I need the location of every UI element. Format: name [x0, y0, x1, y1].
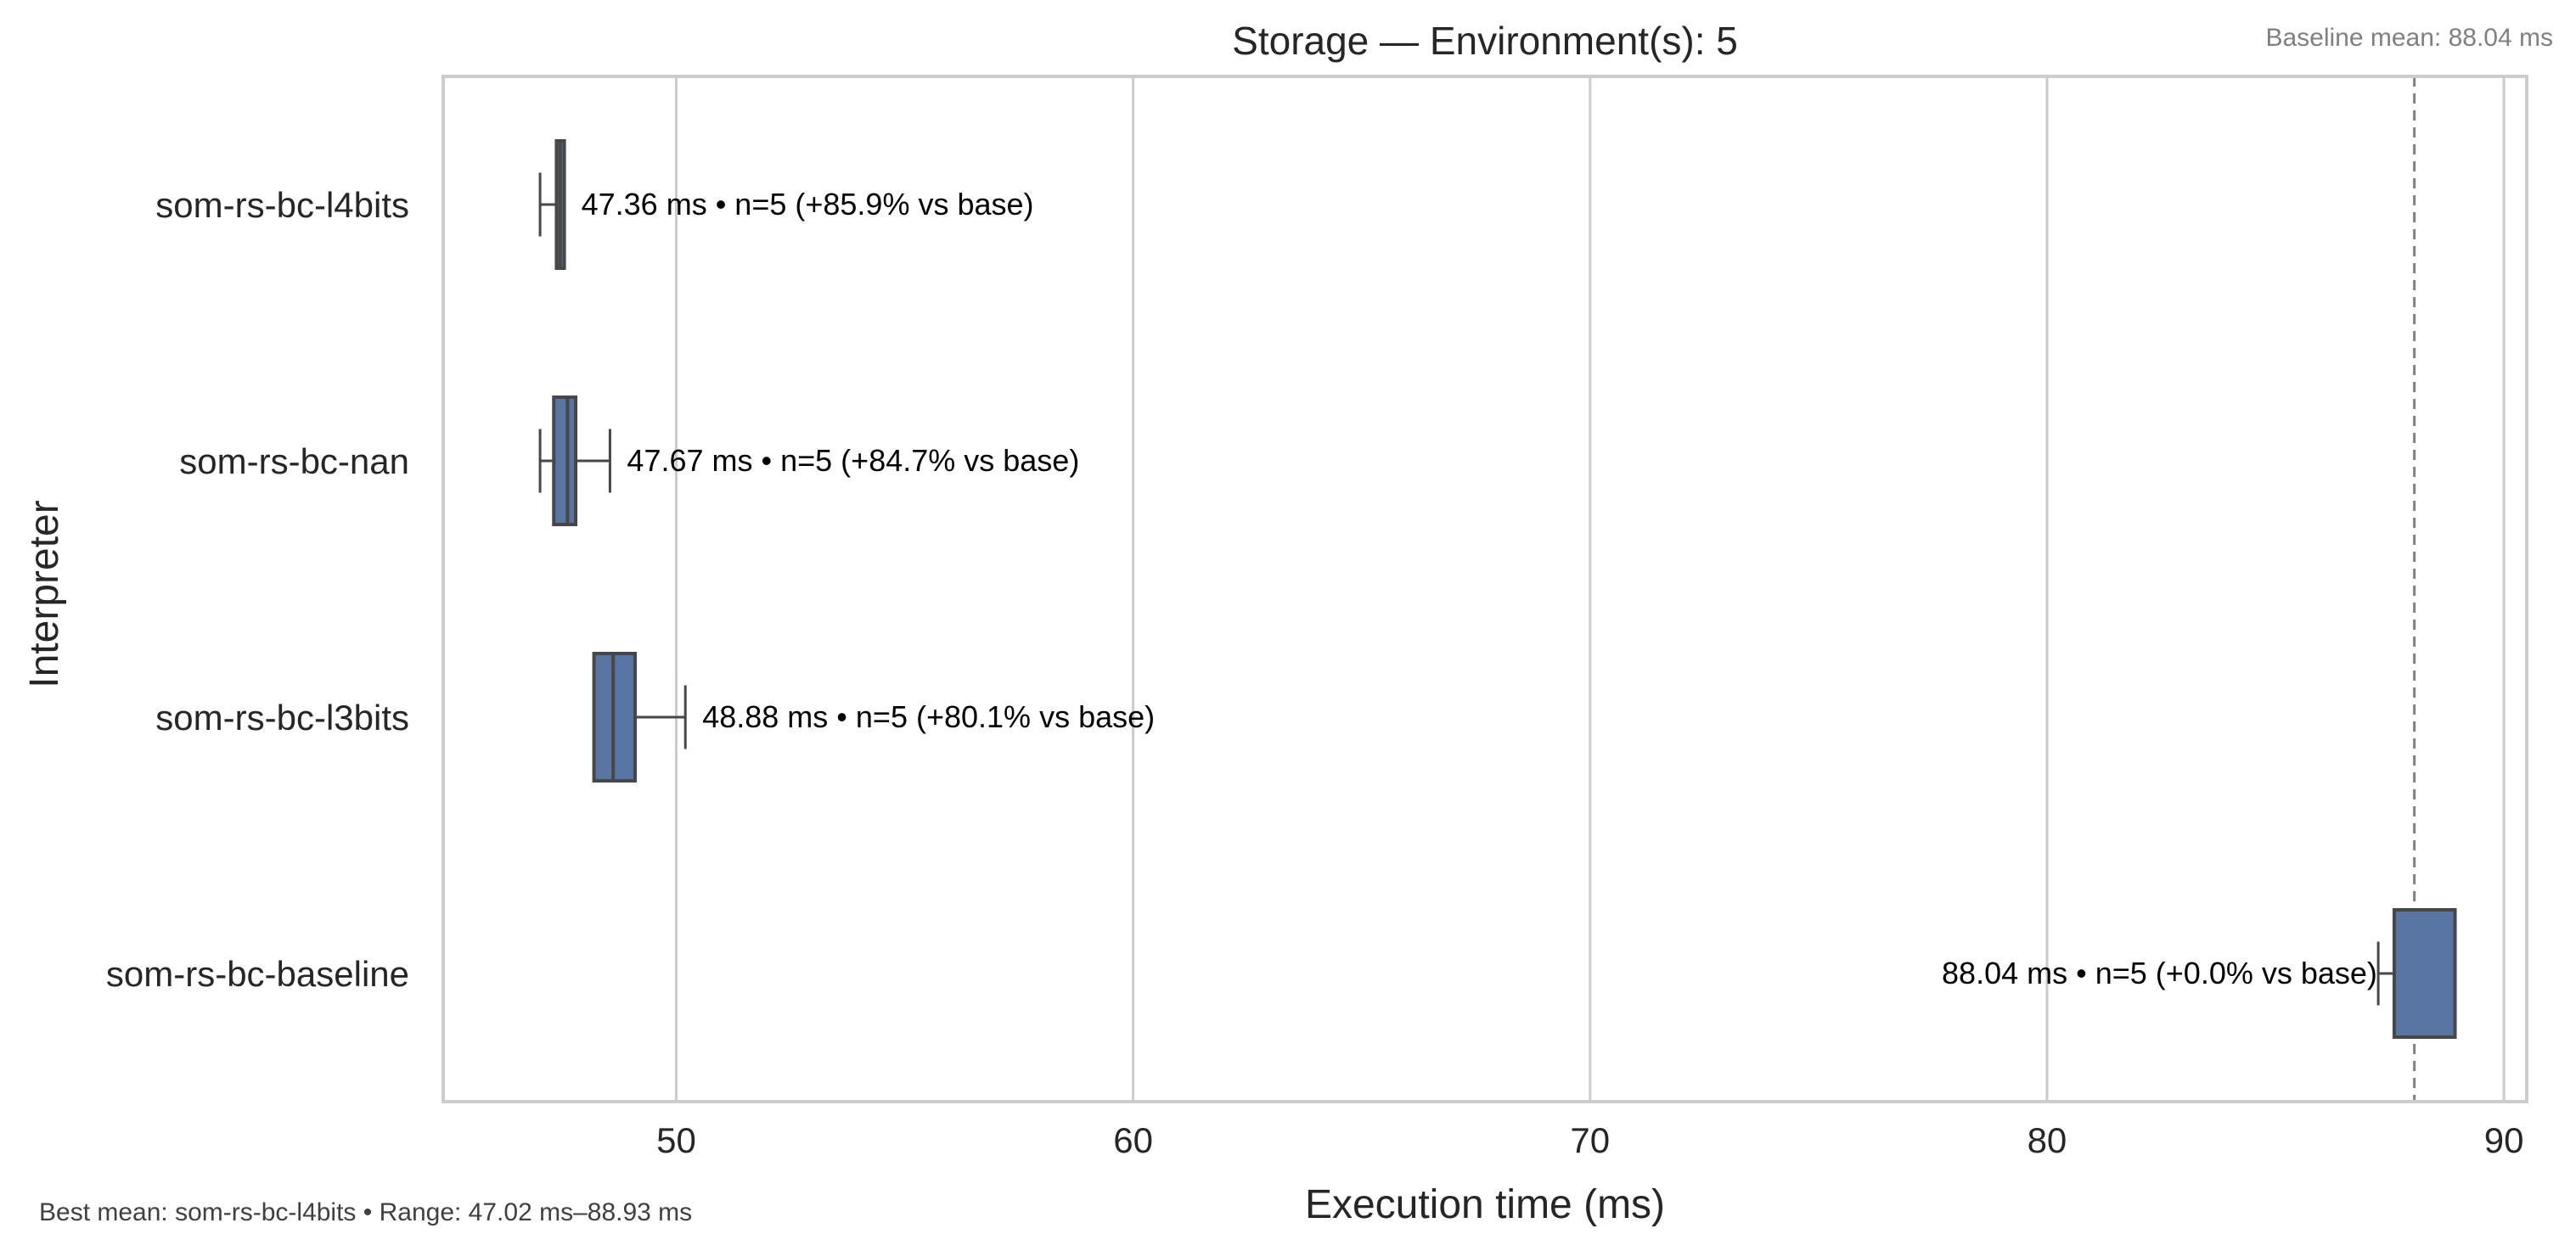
box-som-rs-bc-baseline: [2376, 908, 2457, 1039]
value-annotation: 47.67 ms • n=5 (+84.7% vs base): [627, 443, 1079, 478]
box-som-rs-bc-l3bits: [592, 652, 687, 783]
tick-layer: 50 60 70 80 90: [656, 1120, 2523, 1160]
chart-title: Storage — Environment(s): 5: [1232, 19, 1738, 63]
box-iqr: [552, 395, 578, 526]
x-tick-label: 50: [656, 1120, 696, 1160]
x-tick-label: 60: [1113, 1120, 1153, 1160]
value-annotation: 88.04 ms • n=5 (+0.0% vs base): [1942, 956, 2377, 990]
box-layer: [538, 139, 2457, 1039]
y-axis-label: Interpreter: [22, 500, 67, 687]
box-som-rs-bc-nan: [538, 395, 611, 526]
box-som-rs-bc-l4bits: [538, 139, 566, 270]
x-tick-label: 80: [2028, 1120, 2067, 1160]
box-iqr: [2392, 908, 2457, 1039]
value-annotation: 47.36 ms • n=5 (+85.9% vs base): [582, 187, 1034, 222]
baseline-mean-note: Baseline mean: 88.04 ms: [2265, 24, 2553, 52]
grid-layer: [674, 76, 2506, 1102]
annotation-layer: 47.36 ms • n=5 (+85.9% vs base) 47.67 ms …: [582, 187, 2377, 990]
x-tick-label: 70: [1570, 1120, 1610, 1160]
plot-frame: [442, 75, 2528, 1103]
category-label-layer: som-rs-bc-l4bits som-rs-bc-nan som-rs-bc-l…: [106, 185, 409, 994]
footer-note: Best mean: som-rs-bc-l4bits • Range: 47.…: [39, 1198, 692, 1226]
category-label: som-rs-bc-nan: [179, 441, 409, 481]
value-annotation: 48.88 ms • n=5 (+80.1% vs base): [702, 699, 1155, 734]
category-label: som-rs-bc-baseline: [106, 954, 409, 994]
category-label: som-rs-bc-l4bits: [155, 185, 409, 225]
x-axis-label: Execution time (ms): [1305, 1182, 1665, 1227]
x-tick-label: 90: [2484, 1120, 2524, 1160]
category-label: som-rs-bc-l3bits: [155, 698, 409, 738]
